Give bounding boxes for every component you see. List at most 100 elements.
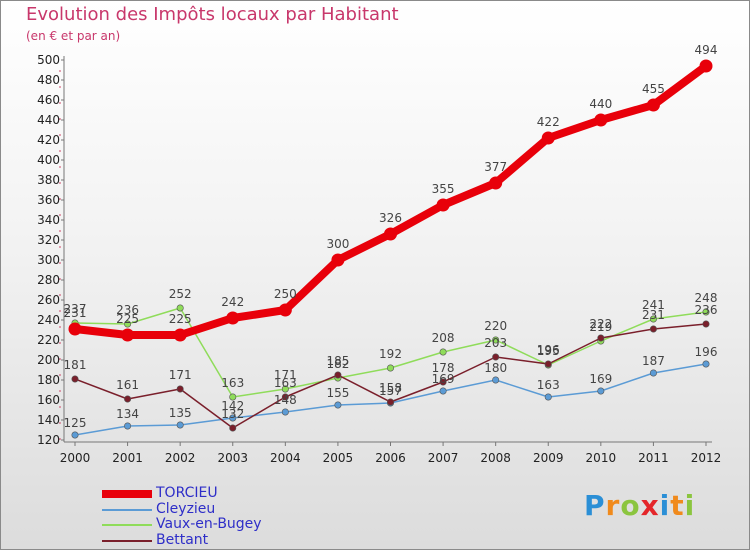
logo-letter: o [620, 489, 641, 522]
data-point [436, 198, 450, 212]
legend-swatch [102, 508, 152, 511]
data-point [71, 375, 79, 383]
data-label: 192 [379, 347, 402, 361]
data-point [334, 401, 342, 409]
data-point [544, 360, 552, 368]
legend-swatch [102, 524, 152, 526]
data-point [702, 320, 710, 328]
data-label: 377 [484, 160, 507, 174]
data-label: 248 [695, 291, 718, 305]
data-point [386, 364, 394, 372]
x-tick-label: 2001 [112, 451, 143, 465]
data-label: 163 [274, 376, 297, 390]
data-label: 132 [221, 407, 244, 421]
data-label: 163 [537, 378, 560, 392]
y-tick-label: 360 [37, 193, 60, 207]
data-point [492, 353, 500, 361]
data-point [699, 59, 713, 73]
data-label: 155 [326, 386, 349, 400]
data-label: 163 [221, 376, 244, 390]
y-tick-label: 440 [37, 113, 60, 127]
data-label: 231 [642, 308, 665, 322]
y-tick-label: 320 [37, 233, 60, 247]
data-label: 171 [169, 368, 192, 382]
data-label: 196 [537, 343, 560, 357]
data-label: 180 [484, 361, 507, 375]
y-tick-label: 220 [37, 333, 60, 347]
data-label: 242 [221, 295, 244, 309]
data-point [702, 360, 710, 368]
data-label: 236 [116, 303, 139, 317]
data-label: 252 [169, 287, 192, 301]
y-tick-label: 500 [37, 53, 60, 67]
y-tick-label: 400 [37, 153, 60, 167]
data-point [176, 385, 184, 393]
data-label: 231 [64, 306, 87, 320]
data-label: 195 [537, 344, 560, 358]
data-point [594, 113, 608, 127]
data-label: 161 [116, 378, 139, 392]
x-tick-label: 2011 [638, 451, 669, 465]
data-label: 208 [432, 331, 455, 345]
y-tick-label: 420 [37, 133, 60, 147]
data-label: 196 [695, 345, 718, 359]
data-point [281, 408, 289, 416]
data-point [278, 303, 292, 317]
legend-label: Cleyzieu [156, 500, 216, 517]
data-point [649, 315, 657, 323]
legend-swatch [102, 539, 152, 542]
data-point [541, 131, 555, 145]
data-label: 222 [589, 317, 612, 331]
data-point [229, 393, 237, 401]
y-tick-label: 340 [37, 213, 60, 227]
data-label: 237 [64, 302, 87, 316]
y-tick-label: 240 [37, 313, 60, 327]
data-label: 148 [274, 393, 297, 407]
data-label: 440 [589, 97, 612, 111]
data-label: 178 [432, 361, 455, 375]
data-label: 355 [432, 182, 455, 196]
data-point [439, 378, 447, 386]
data-point [226, 311, 240, 325]
logo-letter: t [670, 489, 685, 522]
data-point [386, 398, 394, 406]
data-label: 219 [589, 320, 612, 334]
legend-swatch [102, 490, 152, 498]
logo-letter: i [659, 489, 671, 522]
data-point [124, 395, 132, 403]
x-tick-label: 2008 [480, 451, 511, 465]
data-point [334, 371, 342, 379]
data-label: 157 [379, 384, 402, 398]
data-label: 181 [64, 358, 87, 372]
y-tick-label: 160 [37, 393, 60, 407]
data-point [439, 387, 447, 395]
data-label: 250 [274, 287, 297, 301]
y-tick-label: 300 [37, 253, 60, 267]
data-label: 300 [326, 237, 349, 251]
y-tick-label: 380 [37, 173, 60, 187]
x-tick-label: 2006 [375, 451, 406, 465]
data-point [702, 308, 710, 316]
data-label: 171 [274, 368, 297, 382]
data-label: 185 [326, 354, 349, 368]
data-point [176, 421, 184, 429]
data-point [281, 393, 289, 401]
x-tick-label: 2004 [270, 451, 301, 465]
data-point [121, 328, 135, 342]
data-point [124, 422, 132, 430]
data-point [544, 393, 552, 401]
x-tick-label: 2003 [217, 451, 248, 465]
y-tick-label: 460 [37, 93, 60, 107]
data-point [68, 322, 82, 336]
y-tick-label: 280 [37, 273, 60, 287]
data-point [597, 334, 605, 342]
data-point [229, 414, 237, 422]
x-tick-label: 2005 [323, 451, 354, 465]
data-label: 241 [642, 298, 665, 312]
data-point [384, 227, 397, 241]
y-tick-label: 120 [37, 433, 60, 447]
data-label: 125 [64, 416, 87, 430]
data-label: 134 [116, 407, 139, 421]
logo-letter: r [605, 489, 621, 522]
